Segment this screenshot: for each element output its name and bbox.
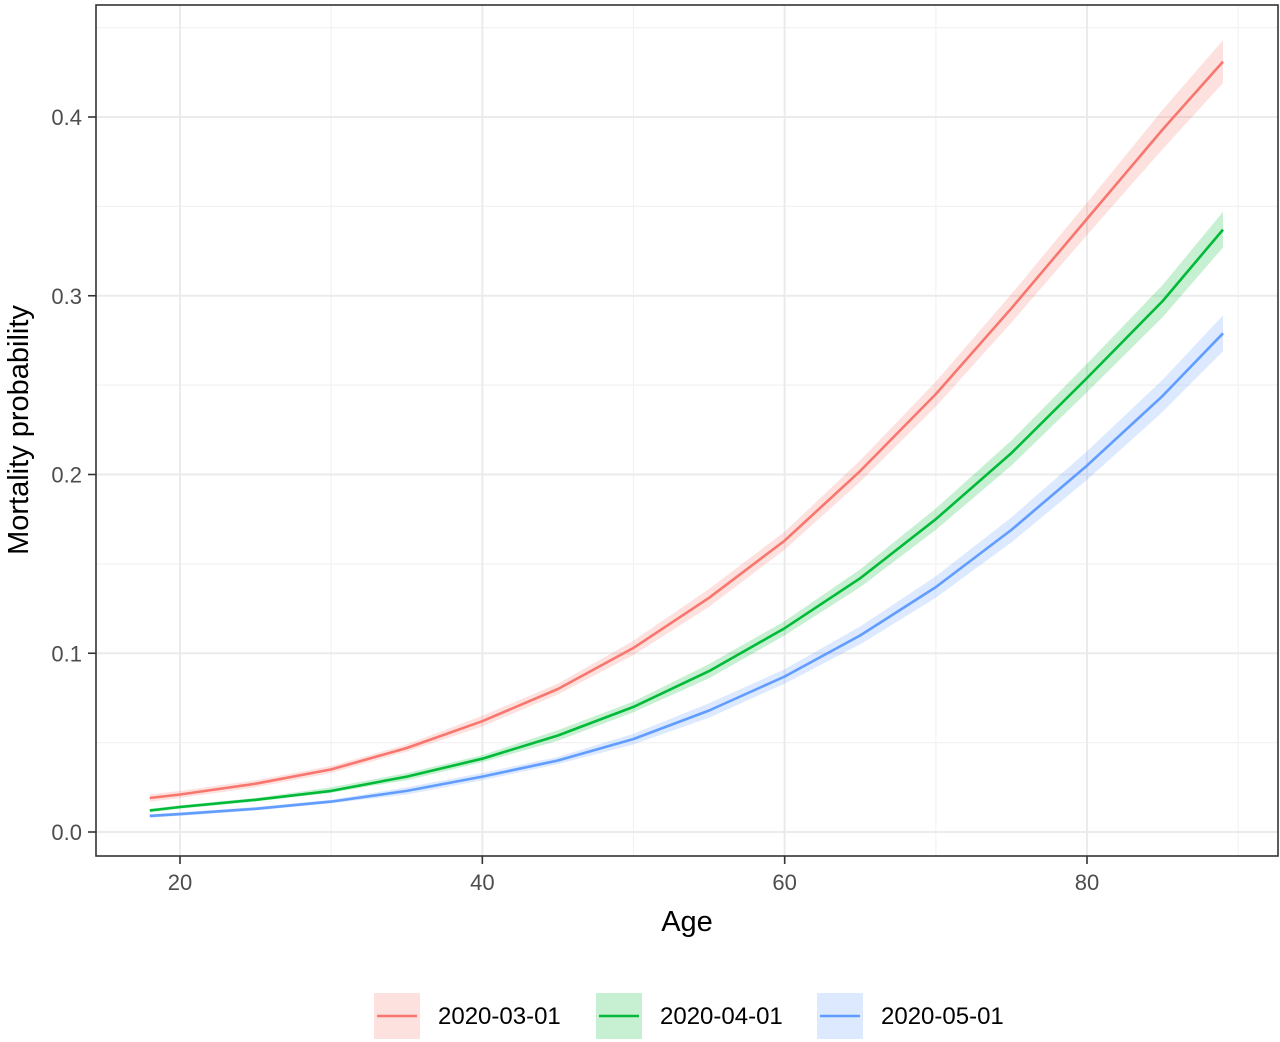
y-axis-title: Mortality probability (3, 305, 35, 555)
y-tick-label: 0.1 (51, 641, 82, 666)
grid-minor (96, 5, 1278, 856)
x-axis-title: Age (661, 906, 713, 938)
y-tick-label: 0.2 (51, 463, 82, 488)
x-axis-ticks: 20 40 60 80 (168, 856, 1099, 895)
y-tick-label: 0.3 (51, 284, 82, 309)
y-tick-label: 0.0 (51, 820, 82, 845)
y-axis-ticks: 0.0 0.1 0.2 0.3 0.4 (51, 105, 96, 845)
line-series-2 (149, 228, 1224, 812)
ribbon-series-3 (149, 315, 1223, 818)
line-series-1 (149, 60, 1224, 800)
plot-background (96, 5, 1278, 856)
y-tick-label: 0.4 (51, 105, 82, 130)
x-tick-label: 80 (1075, 870, 1099, 895)
x-tick-label: 60 (772, 870, 796, 895)
x-tick-label: 40 (470, 870, 494, 895)
plot-border (95, 4, 1279, 857)
legend: 2020-03-01 2020-04-01 2020-05-01 (374, 993, 1004, 1039)
legend-label: 2020-03-01 (438, 1003, 561, 1030)
grid-major (96, 5, 1278, 856)
legend-label: 2020-04-01 (660, 1003, 783, 1030)
series-lines (149, 60, 1224, 818)
line-series-3 (149, 332, 1224, 818)
confidence-ribbons (149, 40, 1223, 818)
x-tick-label: 20 (168, 870, 192, 895)
legend-label: 2020-05-01 (881, 1003, 1004, 1030)
